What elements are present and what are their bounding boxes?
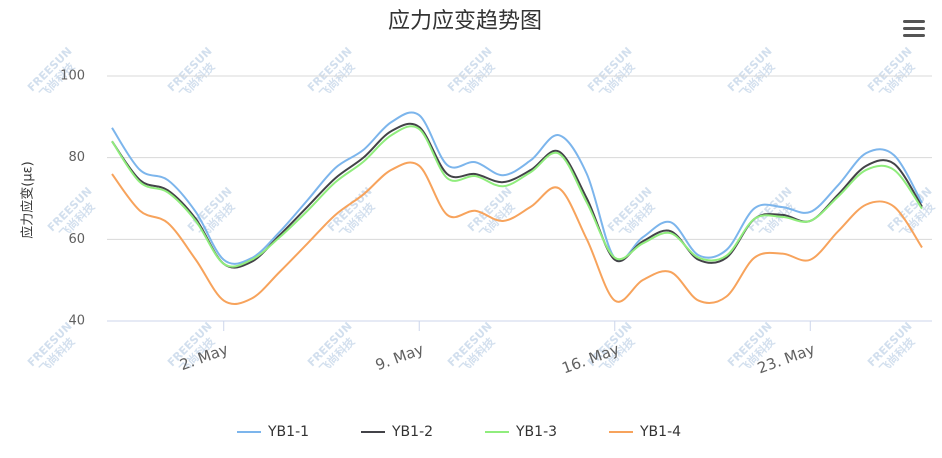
x-tick-label: 9. May bbox=[373, 340, 426, 374]
legend-label: YB1-2 bbox=[391, 424, 433, 440]
series-line bbox=[111, 111, 923, 265]
menu-button[interactable] bbox=[900, 16, 926, 40]
y-tick-label: 100 bbox=[60, 69, 85, 84]
y-axis-title: 应力应变(με) bbox=[20, 161, 36, 238]
legend-item[interactable]: YB1-1 bbox=[237, 424, 309, 440]
legend-label: YB1-4 bbox=[639, 424, 681, 440]
legend-item[interactable]: YB1-4 bbox=[609, 424, 681, 440]
legend-item[interactable]: YB1-3 bbox=[485, 424, 557, 440]
series-line bbox=[111, 161, 923, 306]
series-line bbox=[111, 122, 923, 269]
legend-label: YB1-3 bbox=[515, 424, 557, 440]
y-tick-label: 80 bbox=[68, 150, 85, 165]
series-line bbox=[111, 125, 923, 268]
y-tick-label: 60 bbox=[68, 232, 85, 247]
legend-item[interactable]: YB1-2 bbox=[361, 424, 433, 440]
y-tick-label: 40 bbox=[68, 314, 85, 329]
x-tick-label: 16. May bbox=[559, 340, 621, 377]
legend-label: YB1-1 bbox=[267, 424, 309, 440]
chart-title: 应力应变趋势图 bbox=[388, 9, 542, 34]
